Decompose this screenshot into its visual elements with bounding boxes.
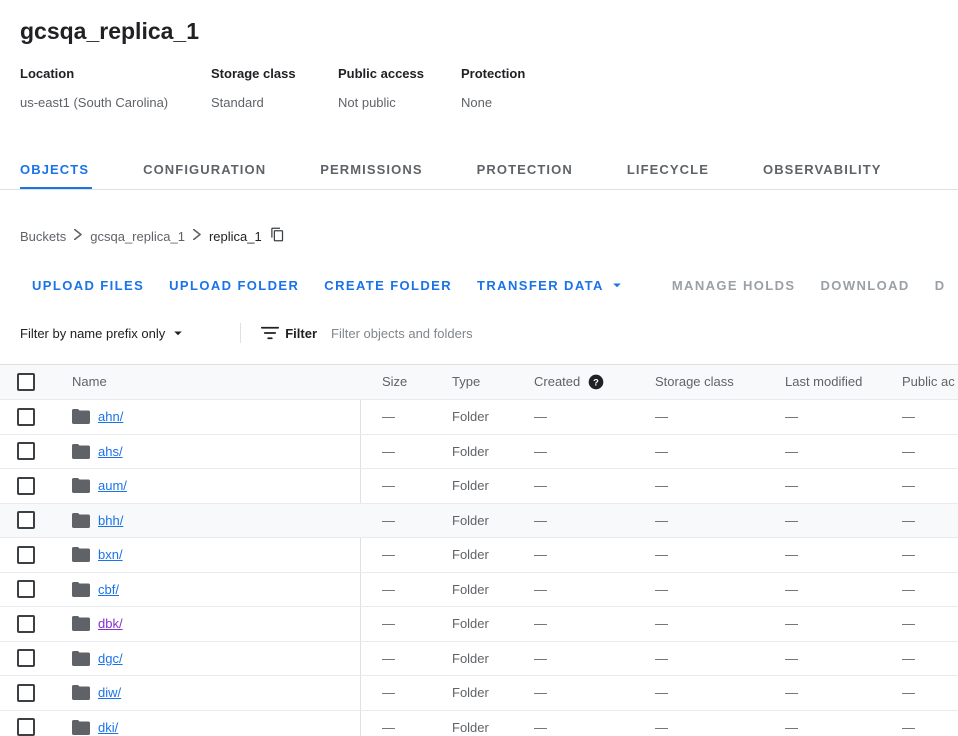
svg-text:?: ? xyxy=(593,377,599,387)
